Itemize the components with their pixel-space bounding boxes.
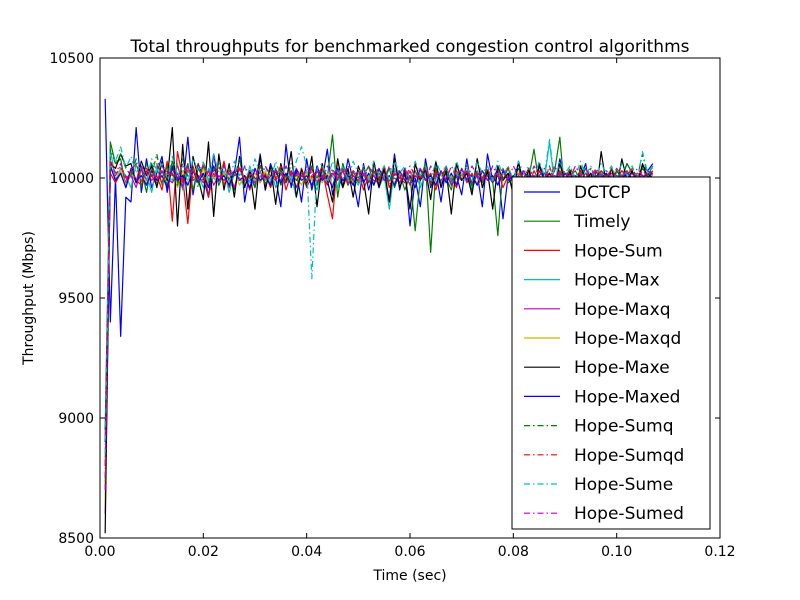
legend-box [511, 176, 711, 530]
legend-label: Hope-Sumqd [574, 446, 684, 466]
legend-label: Hope-Sumed [574, 504, 684, 524]
x-tick-label: 0.06 [394, 544, 425, 560]
x-tick-label: 0.08 [498, 544, 529, 560]
y-axis: 8500 9000 9500 10000 10500 [49, 51, 720, 547]
y-tick-label: 10000 [49, 171, 94, 187]
legend-label: Hope-Sumq [574, 417, 674, 437]
series-lines [104, 98, 654, 534]
legend-label: Hope-Maxe [574, 358, 670, 378]
legend-label: Hope-Maxqd [574, 329, 681, 349]
series-line-hope-sumqd [104, 158, 654, 467]
legend: DCTCP Timely Hope-Sum Hope-Max Hope-Maxq Hope… [511, 176, 711, 530]
y-tick-label: 8500 [58, 531, 94, 547]
legend-label: Hope-Sum [574, 241, 663, 261]
y-tick-label: 9000 [58, 411, 94, 427]
series-line-hope-sume [104, 139, 654, 455]
x-axis-title: Time (sec) [372, 568, 446, 584]
y-axis-title: Throughput (Mbps) [21, 231, 37, 366]
x-tick-label: 0.12 [704, 544, 735, 560]
series-line-hope-sumed [104, 160, 654, 491]
legend-label: Hope-Maxed [574, 387, 680, 407]
chart-title: Total throughputs for benchmarked conges… [129, 37, 689, 57]
x-tick-label: 0.00 [84, 544, 115, 560]
x-tick-label: 0.10 [601, 544, 632, 560]
series-line-hope-maxe [104, 126, 654, 534]
legend-label: Hope-Sume [574, 475, 673, 495]
legend-label: Timely [573, 212, 630, 232]
y-tick-label: 9500 [58, 291, 94, 307]
x-tick-label: 0.02 [188, 544, 219, 560]
legend-label: Hope-Maxq [574, 300, 671, 320]
x-axis: 0.00 0.02 0.04 0.06 0.08 0.10 0.12 [84, 58, 736, 560]
legend-label: Hope-Max [574, 271, 660, 291]
legend-label: DCTCP [574, 183, 630, 203]
x-tick-label: 0.04 [291, 544, 322, 560]
y-tick-label: 10500 [49, 51, 94, 67]
